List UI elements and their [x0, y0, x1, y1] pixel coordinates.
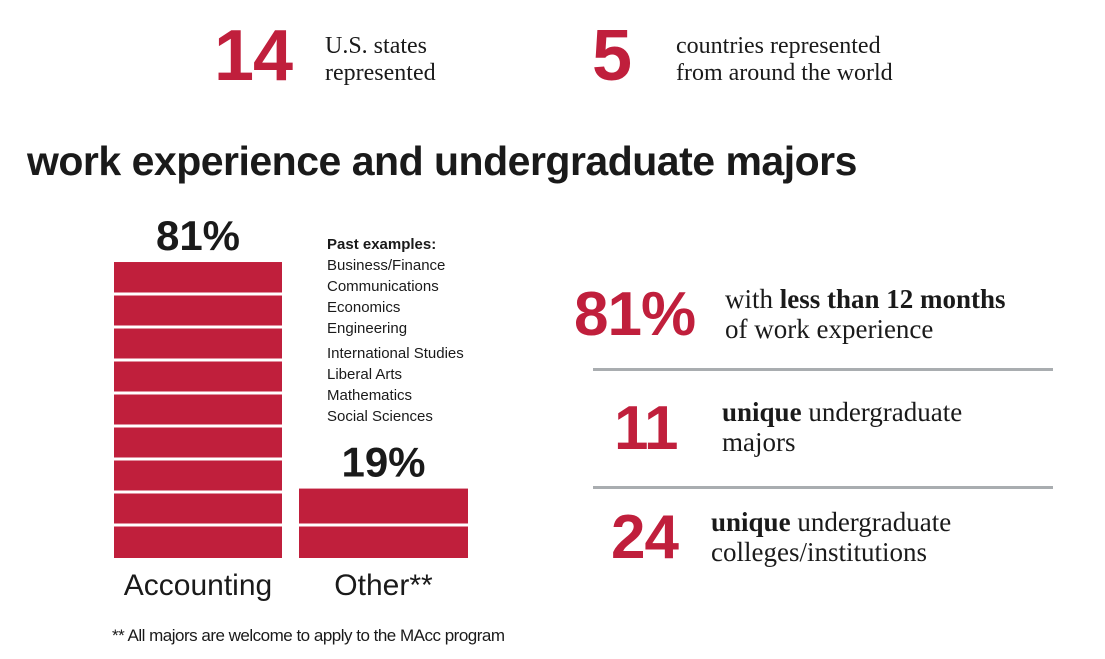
category-label: Other**: [334, 569, 433, 602]
stat-line: represented: [325, 60, 436, 86]
stripe-gap: [114, 424, 282, 428]
example-item: Business/Finance: [327, 257, 446, 274]
value-label: 19%: [341, 439, 425, 486]
stat-line: from around the world: [676, 60, 893, 86]
example-item: Communications: [327, 278, 439, 295]
section-heading: work experience and undergraduate majors: [27, 138, 857, 184]
bar: [299, 488, 468, 558]
example-item: Mathematics: [327, 387, 413, 404]
stat-text-bold: less than 12 months: [779, 284, 1006, 314]
stat-line: colleges/institutions: [711, 537, 927, 567]
stat-text: U.S. states represented: [325, 33, 436, 87]
stat-line: U.S. states: [325, 33, 427, 59]
stat-number: 5: [592, 16, 632, 96]
footnote: ** All majors are welcome to apply to th…: [112, 626, 505, 645]
category-label: Accounting: [124, 569, 272, 602]
bar: [114, 262, 282, 558]
value-label: 81%: [156, 212, 240, 259]
stat-number: 24: [611, 503, 679, 572]
stat-text-plain: undergraduate: [808, 397, 963, 427]
examples: Past examples: Business/Finance Communica…: [327, 234, 464, 427]
stat-line: countries represented: [676, 33, 881, 59]
stat-text: unique undergraduate colleges/institutio…: [711, 507, 951, 567]
stat-line: majors: [722, 427, 796, 457]
stat-number: 11: [614, 394, 679, 463]
stat-text: countries represented from around the wo…: [676, 33, 893, 87]
stat-text: unique undergraduate majors: [722, 397, 962, 457]
stripe-gap: [114, 490, 282, 494]
stat-text: with less than 12 months of work experie…: [725, 284, 1006, 344]
stat-text-plain: with: [725, 284, 774, 314]
stripe-gap: [114, 391, 282, 395]
stripe-gap: [299, 523, 468, 527]
stat-text-plain: undergraduate: [797, 507, 952, 537]
stat-text-bold: unique: [711, 507, 791, 537]
example-item: Liberal Arts: [327, 366, 403, 383]
stat-number: 81%: [574, 280, 696, 349]
example-item: Engineering: [327, 320, 408, 337]
stat-line: of work experience: [725, 314, 934, 344]
stripe-gap: [114, 358, 282, 362]
stripe-gap: [114, 292, 282, 296]
chart: 81% Accounting 19% Other**: [114, 212, 468, 602]
stripe-gap: [114, 523, 282, 527]
stripe-gap: [114, 325, 282, 329]
examples-list: Business/Finance Communications Economics E…: [327, 255, 464, 427]
example-item: Economics: [327, 299, 401, 316]
example-item: International Studies: [327, 345, 464, 362]
example-item: Social Sciences: [327, 408, 433, 425]
divider: [593, 368, 1053, 371]
stat-text-bold: unique: [722, 397, 802, 427]
stripe-gap: [114, 457, 282, 461]
examples-title: Past examples:: [327, 236, 437, 253]
stat-number: 14: [214, 16, 293, 96]
divider: [593, 486, 1053, 489]
